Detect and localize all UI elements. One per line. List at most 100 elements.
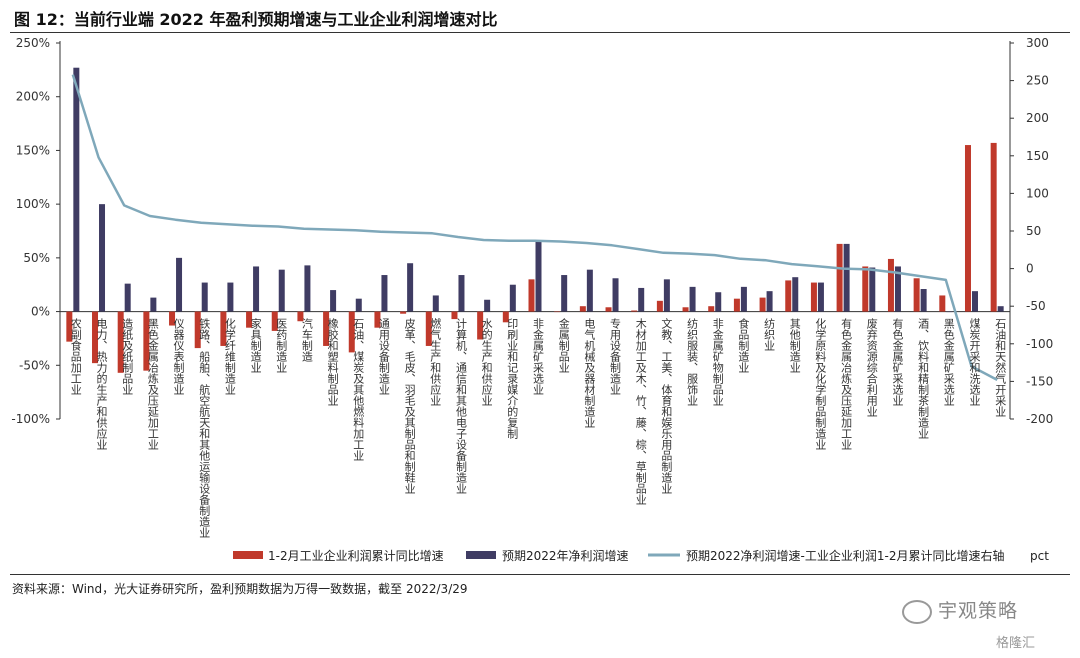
category-label: 废弃资源综合利用业: [865, 316, 878, 416]
watermark-text: 宇观策略: [938, 600, 1019, 622]
category-label: 化学纤维制造业: [223, 316, 236, 394]
category-label: 电力、热力的生产和供应业: [95, 317, 108, 449]
bar-profit-growth: [605, 307, 612, 312]
category-label: 铁路、船舶、航空航天和其他运输设备制造业: [198, 317, 211, 537]
category-label: 水的生产和供应业: [480, 317, 493, 405]
wechat-icon: [902, 599, 932, 624]
bar-forecast-growth: [227, 282, 234, 312]
category-label: 汽车制造: [300, 316, 313, 361]
bar-forecast-growth: [561, 275, 568, 312]
bar-forecast-growth: [330, 290, 337, 312]
bar-profit-growth: [785, 280, 792, 312]
category-label: 黑色金属冶炼及压延加工业: [146, 317, 159, 449]
bar-forecast-growth: [124, 283, 131, 312]
bar-forecast-growth: [869, 267, 876, 312]
bar-forecast-growth: [740, 286, 747, 312]
bar-profit-growth: [990, 142, 997, 312]
bar-forecast-growth: [997, 306, 1004, 312]
bar-forecast-growth: [355, 298, 362, 312]
bar-profit-growth: [836, 243, 843, 312]
bar-profit-growth: [862, 266, 869, 312]
category-label: 电气机械及器材制造业: [583, 317, 596, 427]
watermark: 宇观策略: [902, 596, 1018, 624]
bar-forecast-growth: [894, 266, 901, 312]
bar-profit-growth: [964, 145, 971, 312]
bar-forecast-growth: [920, 289, 927, 312]
bar-profit-growth: [656, 300, 663, 312]
category-label: 家具制造业: [249, 316, 262, 372]
bar-profit-growth: [887, 258, 894, 312]
legend-label-forecast: 预期2022年净利润增速: [502, 549, 629, 563]
bar-forecast-growth: [99, 204, 106, 312]
bar-forecast-growth: [946, 311, 953, 313]
bar-profit-growth: [733, 298, 740, 312]
bar-profit-growth: [297, 311, 304, 322]
line-growth-difference: [71, 74, 998, 382]
bar-profit-growth: [451, 311, 458, 320]
top-rule: [10, 32, 1070, 33]
category-label: 印刷业和记录媒介的复制: [506, 317, 519, 438]
right-tick-label: 0: [1026, 262, 1034, 276]
bar-forecast-growth: [586, 269, 593, 312]
bar-profit-growth: [92, 311, 99, 364]
category-label: 橡胶和塑料制品业: [326, 317, 339, 405]
category-label: 纺织服装、服饰业: [686, 316, 699, 405]
category-label: 通用设备制造业: [377, 317, 390, 394]
bar-profit-growth: [810, 282, 817, 312]
left-tick-label: 250%: [16, 36, 50, 50]
right-tick-label: -200: [1026, 412, 1053, 426]
bar-forecast-growth: [792, 277, 799, 312]
legend-suffix: pct: [1030, 549, 1049, 563]
legend-label-diff: 预期2022净利润增速-工业企业利润1-2月累计同比增速右轴: [686, 548, 1004, 563]
bar-profit-growth: [913, 278, 920, 312]
left-tick-label: 150%: [16, 143, 50, 157]
right-tick-label: 300: [1026, 36, 1049, 50]
category-label: 金属制品业: [557, 316, 570, 372]
bar-profit-growth: [579, 306, 586, 312]
bar-forecast-growth: [201, 282, 208, 312]
bar-forecast-growth: [817, 282, 824, 312]
bar-forecast-growth: [689, 286, 696, 312]
bar-profit-growth: [143, 311, 150, 371]
bar-forecast-growth: [612, 278, 619, 312]
bar-profit-growth: [246, 311, 253, 328]
category-label: 木材加工及木、竹、藤、棕、草制品业: [634, 317, 647, 504]
bar-forecast-growth: [971, 291, 978, 312]
bar-profit-growth: [708, 306, 715, 312]
bar-forecast-growth: [458, 275, 465, 312]
legend-swatch-forecast: [466, 551, 496, 559]
bar-forecast-growth: [381, 275, 388, 312]
bar-profit-growth: [271, 311, 278, 331]
right-tick-label: -100: [1026, 337, 1053, 351]
bar-forecast-growth: [715, 292, 722, 312]
bar-profit-growth: [169, 311, 176, 326]
brand-logo: 格隆汇: [996, 636, 1036, 651]
bar-profit-growth: [502, 311, 509, 323]
legend-swatch-profit: [233, 551, 263, 559]
bottom-rule: [10, 574, 1070, 575]
category-label: 计算机、通信和其他电子设备制造业: [455, 317, 468, 493]
bar-forecast-growth: [73, 67, 80, 312]
bar-profit-growth: [400, 311, 407, 314]
bar-forecast-growth: [150, 297, 157, 312]
right-tick-label: 150: [1026, 149, 1049, 163]
bar-profit-growth: [220, 311, 227, 346]
left-tick-label: 0%: [31, 305, 50, 319]
category-label: 仪器仪表制造业: [172, 317, 185, 394]
left-tick-label: 100%: [16, 197, 50, 211]
category-label: 化学原料及化学制品制造业: [814, 316, 827, 449]
bar-profit-growth: [682, 307, 689, 312]
bar-profit-growth: [528, 279, 535, 312]
bar-profit-growth: [477, 311, 484, 340]
category-label: 有色金属矿采选业: [891, 316, 904, 405]
left-tick-label: -50%: [19, 358, 50, 372]
category-label: 非金属矿物制品业: [711, 317, 724, 405]
right-tick-label: 250: [1026, 74, 1049, 88]
right-tick-label: 50: [1026, 224, 1041, 238]
bar-forecast-growth: [484, 299, 491, 312]
category-label: 石油和天然气开采业: [994, 318, 1007, 417]
bar-profit-growth: [631, 310, 638, 312]
category-label: 造纸及纸制品业: [121, 316, 134, 394]
category-label: 非金属矿采选业: [532, 317, 545, 394]
bar-profit-growth: [66, 311, 73, 342]
